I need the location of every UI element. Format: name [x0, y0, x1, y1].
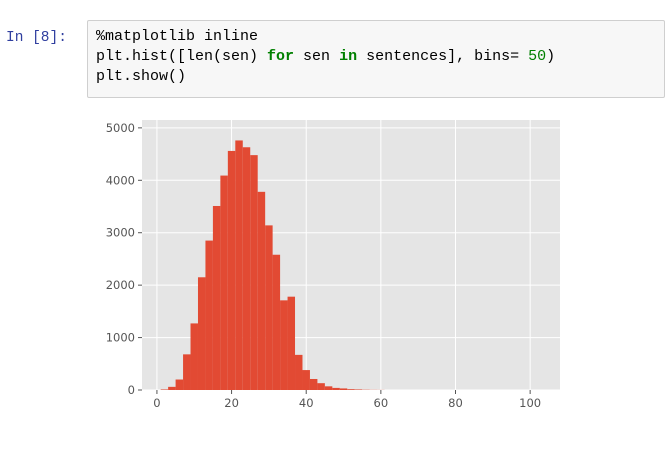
y-tick-label: 2000	[106, 278, 135, 292]
histogram-bar	[183, 354, 191, 390]
code-keyword: in	[339, 48, 358, 65]
histogram-bar	[302, 370, 310, 390]
histogram-bar	[235, 140, 243, 390]
histogram-bar	[347, 389, 355, 390]
histogram-bar	[339, 388, 348, 390]
code-line: plt.show()	[96, 67, 186, 87]
y-tick-label: 5000	[106, 121, 135, 135]
histogram-bar	[168, 386, 176, 390]
x-tick-label: 20	[224, 396, 239, 410]
histogram-bar	[190, 323, 198, 390]
histogram-bar	[265, 225, 273, 390]
histogram-bar	[332, 387, 340, 390]
histogram-bar	[272, 254, 281, 390]
histogram-bar	[242, 147, 251, 390]
x-tick-label: 100	[519, 396, 541, 410]
cell-prompt: In [8]:	[6, 30, 67, 46]
histogram-bar	[354, 389, 363, 390]
code-token: plt.show()	[96, 68, 187, 85]
histogram-bar	[197, 277, 206, 390]
histogram-bar	[160, 389, 169, 390]
code-token: %matplotlib inline	[96, 28, 259, 45]
x-tick-label: 40	[299, 396, 314, 410]
y-tick-label: 4000	[106, 173, 135, 187]
code-token: sen	[294, 48, 340, 65]
histogram-bar	[280, 300, 288, 390]
code-cell-editor[interactable]: %matplotlib inline plt.hist([len(sen) for…	[87, 20, 665, 98]
histogram-bar	[317, 383, 325, 390]
code-line: plt.hist([len(sen) for sen in sentences]…	[96, 47, 555, 67]
code-keyword: for	[267, 48, 295, 65]
y-tick-label: 0	[128, 383, 135, 397]
x-tick-label: 0	[153, 396, 160, 410]
code-token: sentences], bins=	[357, 48, 529, 65]
histogram-bar	[212, 205, 221, 390]
histogram-bar	[220, 175, 228, 390]
x-tick-label: 60	[374, 396, 389, 410]
code-number: 50	[528, 48, 547, 65]
histogram-bar	[287, 296, 296, 390]
code-token: plt.hist([len(sen)	[96, 48, 268, 65]
histogram-bar	[257, 191, 266, 390]
cell-output: 0 20 40 60 80 100 0 1000 2000 3000 4000 5000	[98, 108, 568, 422]
histogram-bar	[175, 379, 184, 390]
code-line: %matplotlib inline	[96, 27, 258, 47]
y-tick-label: 1000	[106, 331, 135, 345]
code-token: )	[546, 48, 556, 65]
x-tick-label: 80	[448, 396, 463, 410]
y-tick-label: 3000	[106, 226, 135, 240]
histogram-bar	[250, 155, 258, 390]
histogram-bar	[309, 378, 318, 390]
histogram-bar	[227, 150, 236, 390]
histogram-bar	[205, 240, 213, 390]
histogram-bar	[324, 386, 333, 390]
histogram-bar	[295, 354, 303, 390]
